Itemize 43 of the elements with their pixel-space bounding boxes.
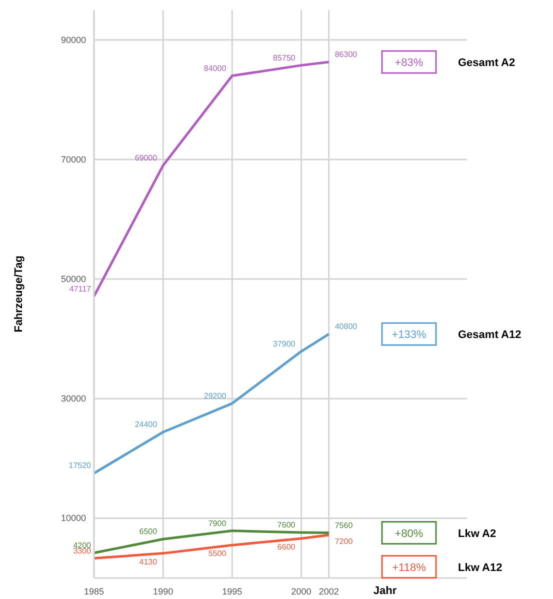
legend-label: Gesamt A12: [458, 329, 522, 342]
data-label: 37900: [272, 339, 296, 348]
data-label: 3300: [73, 546, 92, 556]
data-label: 86300: [334, 50, 358, 60]
annotation: +83%: [394, 57, 424, 70]
line-series: [92, 534, 330, 560]
annotation: +133%: [392, 329, 426, 342]
x-tick-label: 1990: [153, 586, 174, 596]
data-label: 40800: [334, 322, 358, 332]
data-label: 6500: [139, 527, 158, 536]
x-tick-label: 2002: [318, 586, 339, 596]
line-series: [92, 530, 330, 554]
x-axis-title: Jahr: [373, 585, 398, 597]
annotation: +118%: [392, 562, 426, 574]
data-label: 4130: [139, 557, 158, 566]
data-label: 29200: [204, 391, 227, 400]
x-tick-label: 1985: [84, 586, 104, 596]
y-tick-label: 10000: [60, 513, 86, 524]
data-label: 84000: [204, 64, 227, 73]
data-label: 47117: [69, 284, 92, 294]
line-series: [92, 60, 330, 298]
data-label: 85750: [272, 53, 296, 62]
data-label: 7200: [334, 536, 354, 546]
data-label: 7560: [334, 520, 354, 530]
line-series: [92, 332, 330, 474]
x-tick-label: 2000: [291, 586, 312, 596]
data-label: 5500: [208, 549, 227, 558]
y-tick-label: 70000: [60, 154, 86, 164]
data-label: 24400: [134, 420, 158, 430]
data-label: 17520: [68, 461, 92, 470]
x-tick-label: 1995: [222, 586, 242, 596]
y-tick-label: 30000: [60, 394, 86, 404]
legend-label: Gesamt A2: [458, 57, 516, 70]
y-axis-title: Fahrzeuge/Tag: [13, 256, 25, 332]
data-label: 7900: [208, 518, 227, 528]
y-tick-label: 50000: [60, 274, 86, 284]
y-tick-label: 90000: [60, 34, 86, 45]
data-label: 69000: [134, 153, 158, 162]
data-label: 7600: [277, 520, 296, 530]
legend-label: Lkw A2: [458, 528, 496, 540]
legend-label: Lkw A12: [458, 562, 502, 574]
annotation: +80%: [394, 528, 424, 540]
data-label: 6600: [277, 542, 296, 552]
